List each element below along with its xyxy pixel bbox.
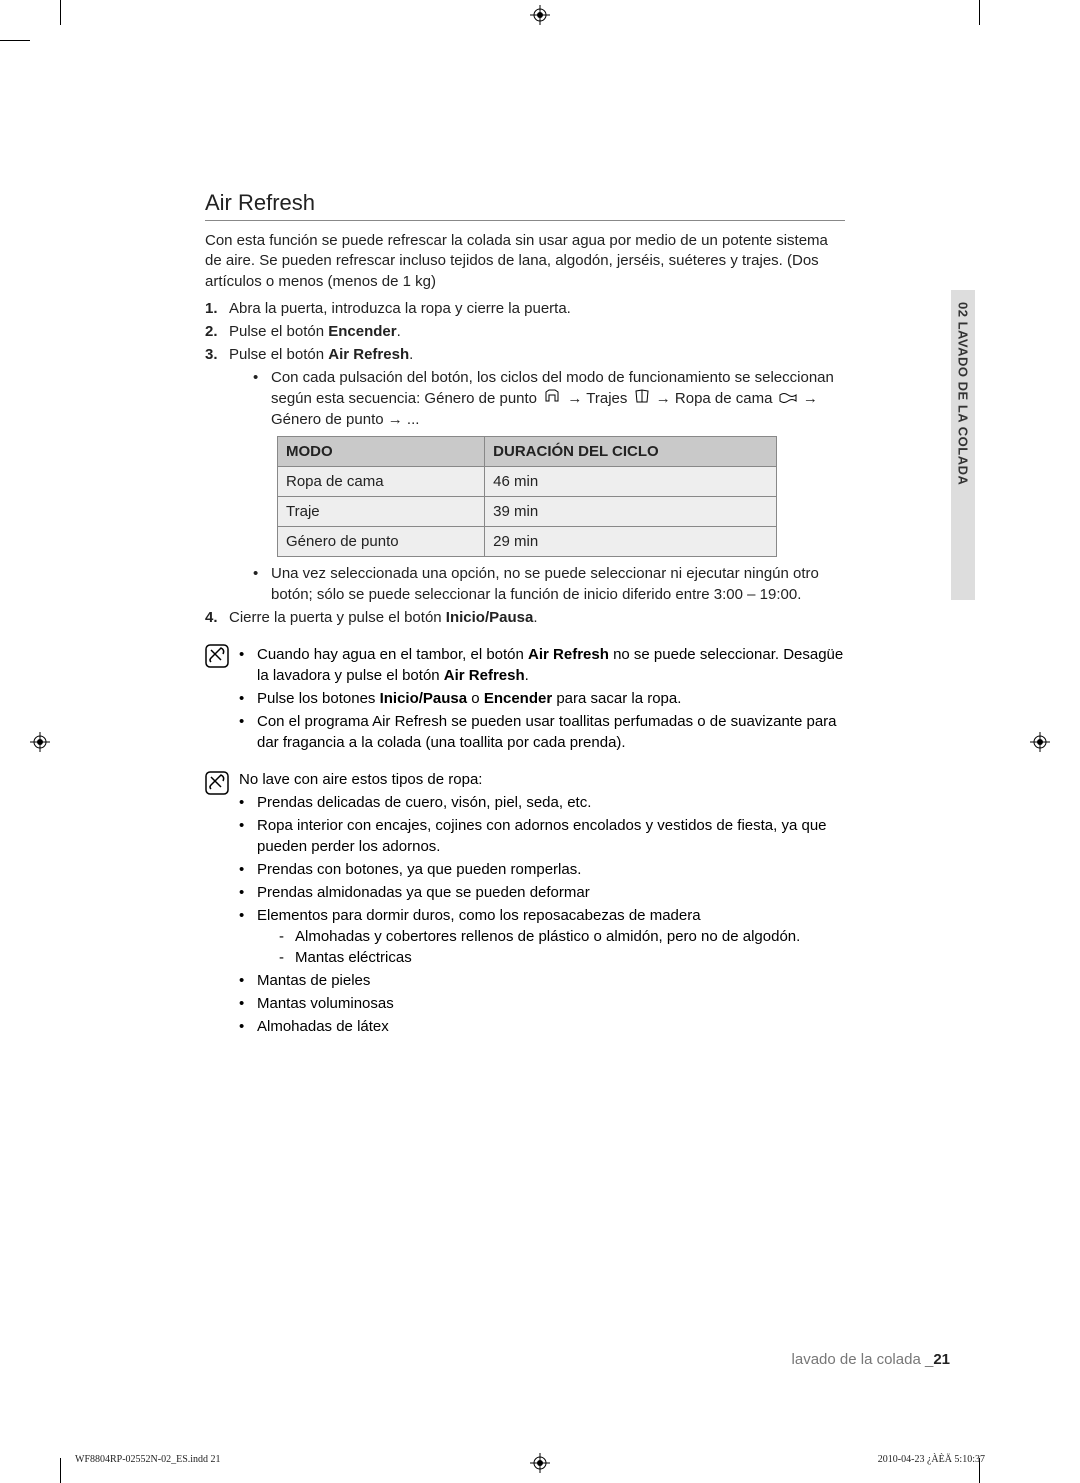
note-text: Cuando hay agua en el tambor, el botón — [257, 646, 528, 663]
step-text: Abra la puerta, introduzca la ropa y cie… — [229, 300, 571, 317]
note-text: Pulse los botones — [257, 690, 380, 707]
note-bold: Air Refresh — [444, 667, 525, 684]
bullet-text: → Ropa de cama — [656, 390, 777, 407]
step-text: Pulse el botón — [229, 346, 328, 363]
note2-bullet: Prendas con botones, ya que pueden rompe… — [239, 859, 845, 880]
note2-bullet: Mantas de pieles — [239, 970, 845, 991]
step-3: Pulse el botón Air Refresh. Con cada pul… — [205, 344, 845, 606]
note-block-2: No lave con aire estos tipos de ropa: Pr… — [205, 769, 845, 1039]
note-text: . — [525, 667, 529, 684]
footer-section: lavado de la colada _ — [792, 1351, 934, 1368]
note-icon — [205, 644, 229, 668]
note-block-1: Cuando hay agua en el tambor, el botón A… — [205, 642, 845, 755]
note1-bullet-1: Cuando hay agua en el tambor, el botón A… — [239, 644, 845, 686]
table-cell: 46 min — [485, 467, 777, 497]
note-bold: Air Refresh — [528, 646, 609, 663]
note-text: Elementos para dormir duros, como los re… — [257, 907, 701, 924]
registration-mark-icon — [530, 1453, 550, 1473]
note2-bullet: Elementos para dormir duros, como los re… — [239, 905, 845, 968]
table-cell: 39 min — [485, 497, 777, 527]
note-bold: Inicio/Pausa — [380, 690, 468, 707]
note1-bullet-3: Con el programa Air Refresh se pueden us… — [239, 711, 845, 753]
intro-paragraph: Con esta función se puede refrescar la c… — [205, 231, 845, 292]
sweater-icon — [543, 388, 561, 409]
side-tab-label: 02 LAVADO DE LA COLADA — [956, 302, 971, 485]
page-content: Air Refresh Con esta función se puede re… — [205, 190, 845, 1039]
table-row: Género de punto 29 min — [278, 527, 777, 557]
table-header-row: MODO DURACIÓN DEL CICLO — [278, 437, 777, 467]
note2-bullet: Almohadas de látex — [239, 1016, 845, 1037]
step-text: Pulse el botón — [229, 323, 328, 340]
crop-mark — [0, 40, 30, 41]
note2-dash: Almohadas y cobertores rellenos de plást… — [279, 926, 845, 947]
footer: lavado de la colada _21 — [792, 1351, 950, 1368]
table-row: Ropa de cama 46 min — [278, 467, 777, 497]
step-button-name: Air Refresh — [328, 346, 409, 363]
step-3-bullet-2: Una vez seleccionada una opción, no se p… — [253, 563, 845, 605]
step-button-name: Inicio/Pausa — [446, 609, 534, 626]
side-tab: 02 LAVADO DE LA COLADA — [951, 290, 975, 600]
note1-bullet-2: Pulse los botones Inicio/Pausa o Encende… — [239, 688, 845, 709]
registration-mark-icon — [530, 5, 550, 25]
note2-bullet: Ropa interior con encajes, cojines con a… — [239, 815, 845, 857]
step-text: . — [397, 323, 401, 340]
crop-mark — [60, 1458, 61, 1483]
registration-mark-icon — [1030, 732, 1050, 752]
section-title: Air Refresh — [205, 190, 845, 221]
note-text: o — [467, 690, 484, 707]
step-button-name: Encender — [328, 323, 396, 340]
step-3-bullet-1: Con cada pulsación del botón, los ciclos… — [253, 367, 845, 431]
suit-icon — [634, 388, 650, 409]
table-cell: Género de punto — [278, 527, 485, 557]
note-text: para sacar la ropa. — [552, 690, 681, 707]
table-header: MODO — [278, 437, 485, 467]
note2-bullet: Prendas delicadas de cuero, visón, piel,… — [239, 792, 845, 813]
crop-mark — [60, 0, 61, 25]
print-slug-left: WF8804RP-02552N-02_ES.indd 21 — [75, 1454, 221, 1465]
note2-bullet: Mantas voluminosas — [239, 993, 845, 1014]
note2-intro: No lave con aire estos tipos de ropa: — [239, 769, 845, 790]
bedding-icon — [779, 388, 797, 409]
step-4: Cierre la puerta y pulse el botón Inicio… — [205, 607, 845, 628]
step-2: Pulse el botón Encender. — [205, 321, 845, 342]
step-text: . — [409, 346, 413, 363]
table-row: Traje 39 min — [278, 497, 777, 527]
step-text: . — [533, 609, 537, 626]
note-bold: Encender — [484, 690, 552, 707]
step-1: Abra la puerta, introduzca la ropa y cie… — [205, 298, 845, 319]
bullet-text: → Trajes — [567, 390, 631, 407]
table-cell: Traje — [278, 497, 485, 527]
registration-mark-icon — [30, 732, 50, 752]
page-number: 21 — [933, 1351, 950, 1368]
step-text: Cierre la puerta y pulse el botón — [229, 609, 446, 626]
note2-bullet: Prendas almidonadas ya que se pueden def… — [239, 882, 845, 903]
crop-mark — [979, 0, 980, 25]
table-header: DURACIÓN DEL CICLO — [485, 437, 777, 467]
table-cell: 29 min — [485, 527, 777, 557]
print-slug-right: 2010-04-23 ¿ÀÈÄ 5:10:37 — [878, 1454, 985, 1465]
table-cell: Ropa de cama — [278, 467, 485, 497]
note2-dash: Mantas eléctricas — [279, 947, 845, 968]
note-icon — [205, 771, 229, 795]
cycle-table: MODO DURACIÓN DEL CICLO Ropa de cama 46 … — [277, 436, 777, 557]
steps-list: Abra la puerta, introduzca la ropa y cie… — [205, 298, 845, 629]
